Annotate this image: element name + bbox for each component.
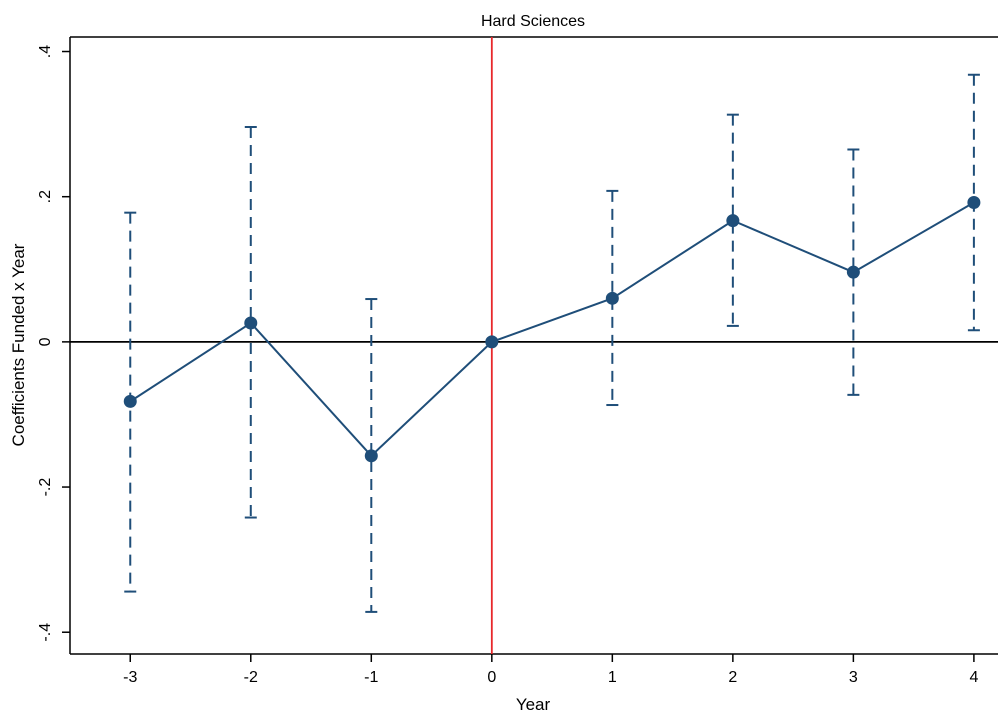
reference-lines	[70, 37, 998, 654]
y-axis-title: Coefficients Funded x Year	[9, 243, 28, 446]
x-tick-label: -1	[364, 669, 378, 686]
x-tick-label: 1	[608, 669, 617, 686]
data-points	[123, 196, 981, 463]
x-tick-label: 0	[487, 669, 496, 686]
data-point	[605, 291, 619, 305]
x-tick-label: 3	[849, 669, 858, 686]
series-line-group	[129, 201, 975, 458]
x-tick-label: 2	[728, 669, 737, 686]
y-tick-label: -.2	[37, 478, 54, 497]
data-point	[364, 449, 378, 463]
data-point	[123, 394, 137, 408]
data-point	[485, 335, 499, 349]
confidence-intervals	[124, 73, 980, 613]
y-tick-label: 0	[37, 337, 54, 346]
x-tick-label: -3	[123, 669, 137, 686]
x-tick-label: -2	[244, 669, 258, 686]
plot-frame	[69, 36, 998, 655]
data-point	[967, 196, 981, 210]
data-point	[726, 214, 740, 228]
y-tick-label: .2	[37, 190, 54, 203]
y-tick-label: .4	[37, 45, 54, 58]
chart-title: Hard Sciences	[481, 13, 585, 30]
x-axis-ticks: -3 -2 -1 0 1 2 3 4	[123, 654, 978, 686]
x-tick-label: 4	[969, 669, 978, 686]
y-axis-ticks: -.4 -.2 0 .2 .4	[37, 45, 70, 642]
data-point	[244, 316, 258, 330]
y-tick-label: -.4	[37, 623, 54, 642]
data-point	[846, 265, 860, 279]
x-axis-title: Year	[516, 695, 551, 714]
series-line	[129, 201, 975, 458]
